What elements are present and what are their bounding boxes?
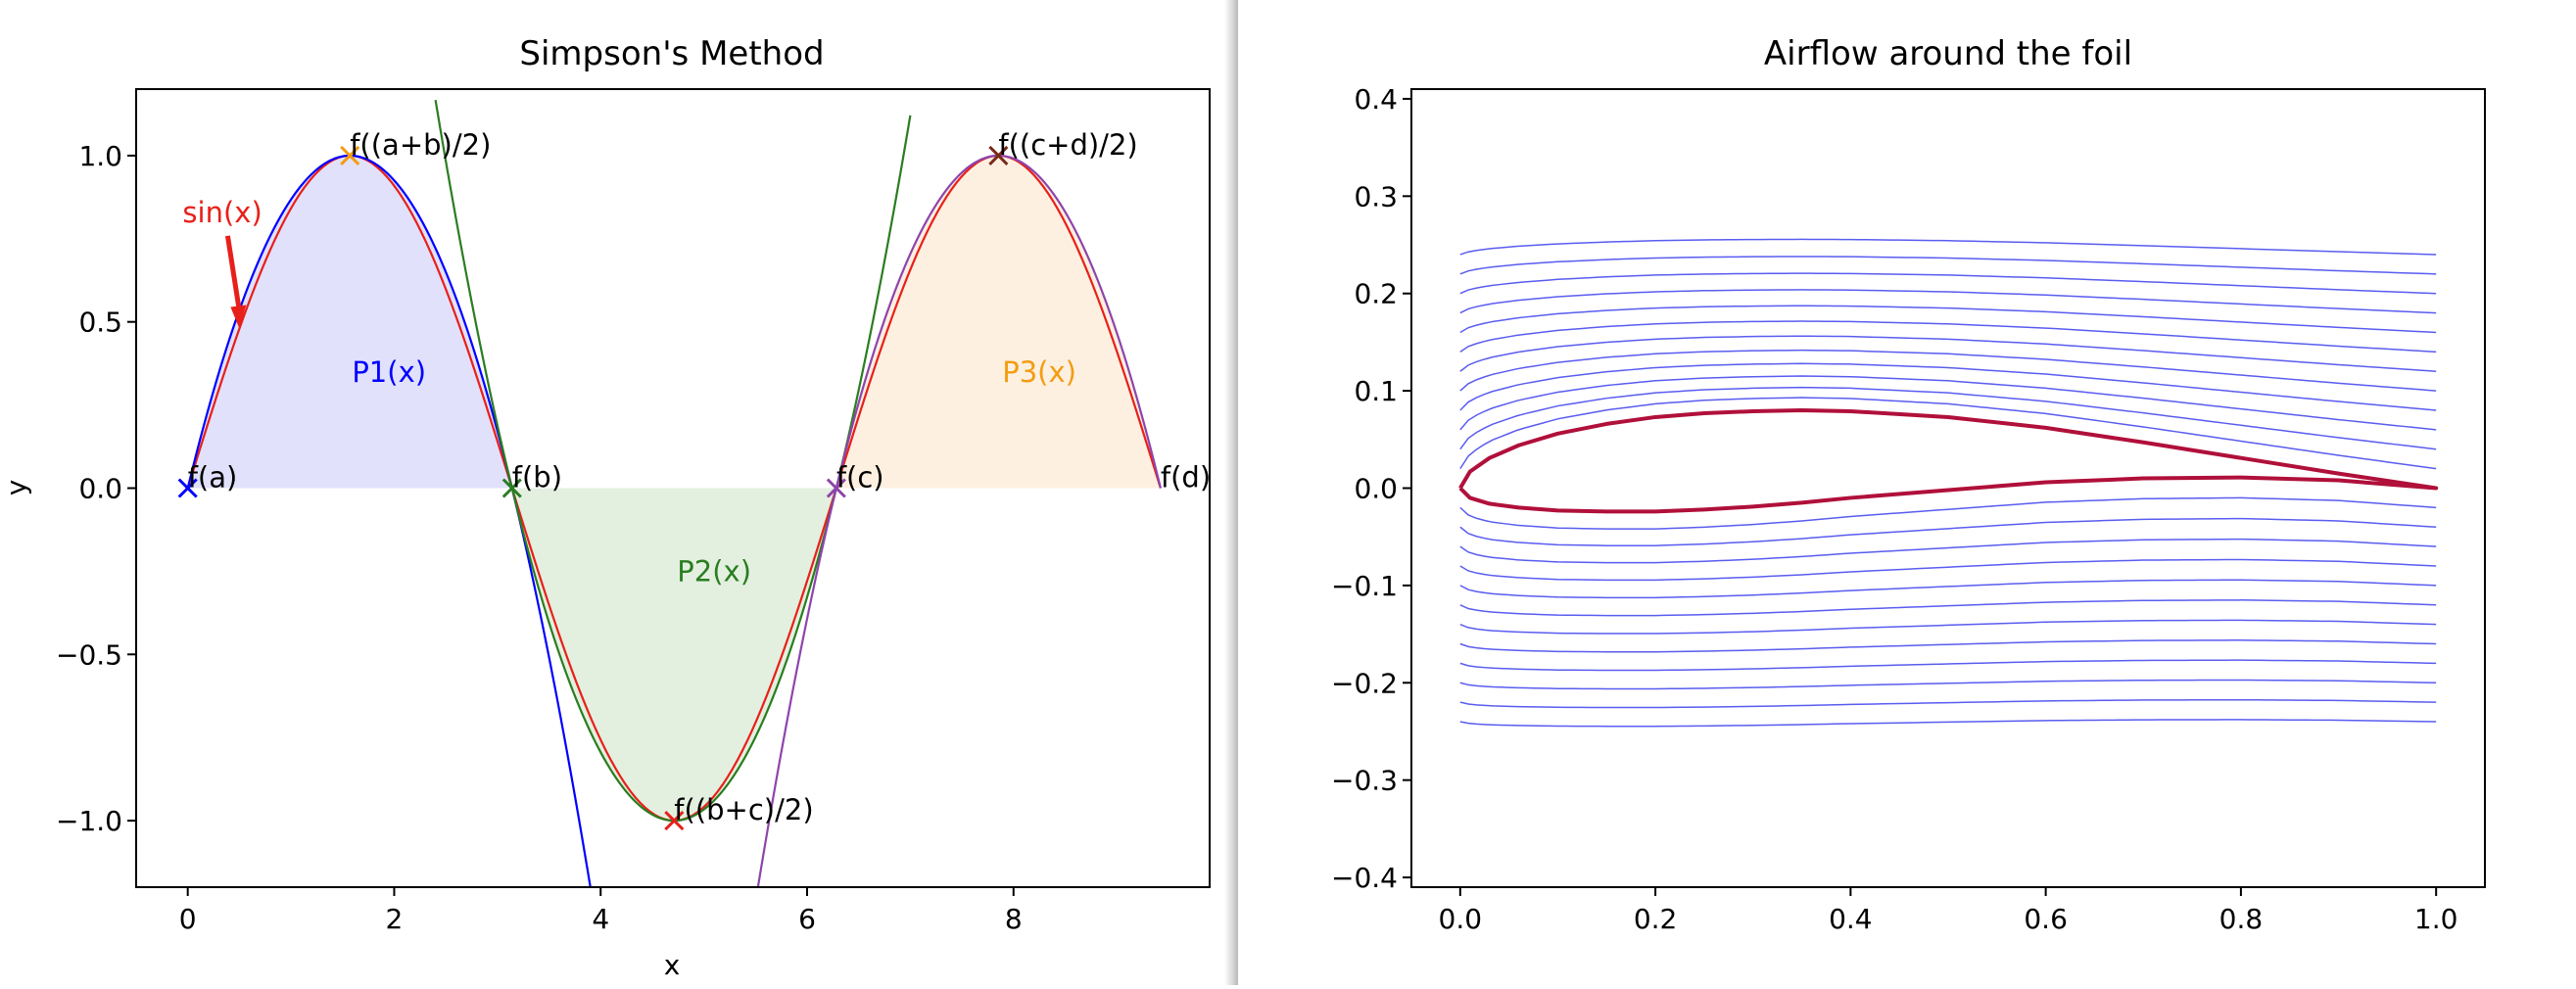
fill-layer bbox=[187, 155, 1161, 822]
y-tick-label: 0.4 bbox=[1354, 83, 1398, 116]
streamline bbox=[1459, 375, 2437, 431]
x-tick-label: 0 bbox=[179, 903, 197, 935]
marker-label: f((c+d)/2) bbox=[998, 128, 1137, 162]
x-tick-label: 8 bbox=[1005, 903, 1023, 935]
streamline bbox=[1459, 256, 2437, 275]
streamline bbox=[1459, 517, 2437, 546]
axis-ticks: 0.0 0.2 0.4 0.6 0.8 1.0 0.4 0.3 0.2 0.1 0.0 −0.1 −0.… bbox=[1331, 83, 2457, 935]
chart-title: Airflow around the foil bbox=[1764, 34, 2132, 73]
streamline bbox=[1459, 320, 2437, 353]
streamline bbox=[1459, 238, 2437, 256]
x-tick-label: 0.2 bbox=[1634, 903, 1678, 935]
streamline bbox=[1459, 639, 2437, 653]
chart-title: Simpson's Method bbox=[519, 34, 824, 73]
y-axis-label: y bbox=[0, 480, 32, 496]
streamline bbox=[1459, 386, 2437, 450]
marker-x bbox=[501, 478, 522, 498]
y-tick-label: 0.0 bbox=[78, 473, 122, 505]
airfoil-chart: Airflow around the foil 0.0 0.2 0.4 0.6 0.8 1… bbox=[1331, 34, 2486, 935]
marker-stroke bbox=[664, 811, 685, 831]
annotation-layer: sin(x) P1(x) P2(x) P3(x) bbox=[182, 196, 1076, 589]
streamline bbox=[1459, 619, 2437, 635]
marker-label: f(d) bbox=[1161, 461, 1211, 494]
streamline bbox=[1459, 335, 2437, 372]
y-tick-label: 0.3 bbox=[1354, 180, 1398, 212]
x-tick-label: 0.6 bbox=[2024, 903, 2068, 935]
area-p3x bbox=[835, 155, 1161, 489]
streamline bbox=[1459, 599, 2437, 617]
annotation-label: P3(x) bbox=[1002, 355, 1076, 389]
annotation-label: sin(x) bbox=[182, 196, 262, 229]
streamline bbox=[1459, 659, 2437, 672]
marker-x bbox=[664, 811, 685, 831]
marker-layer: f(a) f((a+b)/2) f(b) f((b+c)/2) f(c) f((c+d)/… bbox=[177, 128, 1211, 831]
streamline bbox=[1459, 538, 2437, 564]
series-line-p3x bbox=[756, 154, 1162, 887]
marker-label: f(c) bbox=[836, 461, 884, 494]
marker-stroke bbox=[988, 145, 1009, 165]
y-tick-label: −0.1 bbox=[1331, 570, 1398, 602]
foil-layer bbox=[1458, 407, 2439, 514]
marker-stroke bbox=[177, 478, 198, 498]
area-p2x bbox=[511, 488, 836, 822]
marker-label: f(a) bbox=[188, 461, 238, 494]
marker-stroke bbox=[340, 145, 360, 165]
marker-label: f((b+c)/2) bbox=[674, 793, 813, 826]
x-tick-label: 0.0 bbox=[1439, 903, 1483, 935]
streamline bbox=[1459, 579, 2437, 599]
y-tick-label: 0.0 bbox=[1354, 473, 1398, 505]
streamline bbox=[1459, 362, 2437, 411]
axis-ticks: 0 2 4 6 8 1.0 0.5 0.0 −0.5 −1.0 bbox=[56, 140, 1023, 935]
foil-outline bbox=[1458, 407, 2439, 514]
x-tick-label: 1.0 bbox=[2414, 903, 2458, 935]
annotation-arrow-head bbox=[230, 305, 247, 329]
streamline bbox=[1459, 397, 2437, 470]
x-tick-label: 6 bbox=[798, 903, 816, 935]
annotation-arrow-shaft bbox=[224, 235, 242, 311]
marker-stroke bbox=[501, 478, 522, 498]
series-line-p1x bbox=[186, 154, 592, 887]
streamline bbox=[1459, 698, 2437, 709]
y-tick-label: −0.3 bbox=[1331, 765, 1398, 797]
marker-stroke bbox=[826, 478, 846, 498]
x-tick-label: 0.8 bbox=[2219, 903, 2264, 935]
streamline bbox=[1459, 272, 2437, 295]
y-tick-label: 1.0 bbox=[78, 140, 122, 172]
streamline bbox=[1459, 305, 2437, 334]
marker-x bbox=[826, 478, 846, 498]
y-tick-label: −0.4 bbox=[1331, 862, 1398, 894]
streamline bbox=[1459, 719, 2437, 728]
panel-divider bbox=[1224, 0, 1238, 985]
y-tick-label: 0.1 bbox=[1354, 375, 1398, 407]
simpson-chart: Simpson's Method 0 2 4 6 81.00.50.0−0.5−1.0 … bbox=[0, 34, 1211, 981]
y-tick-label: 0.2 bbox=[1354, 278, 1398, 310]
y-tick-label: −0.5 bbox=[56, 638, 122, 671]
y-tick-label: 0.5 bbox=[78, 306, 122, 339]
x-tick-label: 4 bbox=[592, 903, 609, 935]
streamline bbox=[1459, 558, 2437, 582]
annotation-label: P2(x) bbox=[677, 555, 751, 589]
annotation-label: P1(x) bbox=[352, 355, 426, 389]
x-axis-label: x bbox=[664, 949, 681, 981]
marker-x bbox=[177, 478, 198, 498]
streamline bbox=[1459, 679, 2437, 690]
streamline-layer bbox=[1459, 238, 2437, 728]
x-tick-label: 0.4 bbox=[1829, 903, 1873, 935]
x-tick-label: 2 bbox=[386, 903, 404, 935]
marker-x bbox=[988, 145, 1009, 165]
marker-label: f(b) bbox=[512, 461, 562, 494]
streamline bbox=[1459, 349, 2437, 392]
streamline bbox=[1459, 496, 2437, 530]
y-tick-label: −1.0 bbox=[56, 805, 122, 837]
streamline bbox=[1459, 289, 2437, 314]
marker-x bbox=[340, 145, 360, 165]
y-tick-label: −0.2 bbox=[1331, 667, 1398, 699]
marker-label: f((a+b)/2) bbox=[350, 128, 491, 162]
